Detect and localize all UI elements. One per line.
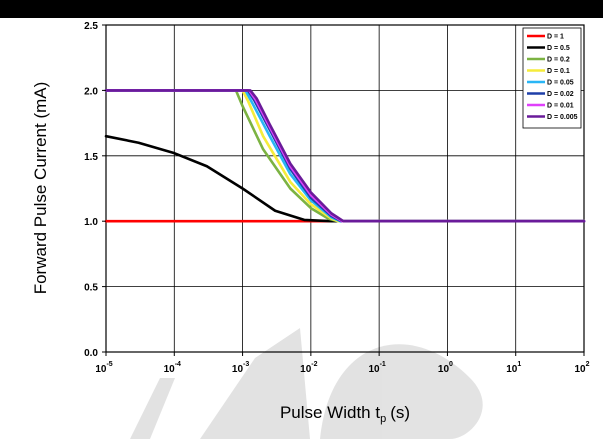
- x-tick-label: 10-3: [232, 361, 249, 375]
- x-tick-label: 10-1: [368, 361, 385, 375]
- y-tick-label: 1.5: [84, 152, 98, 163]
- x-tick-label: 10-5: [95, 361, 112, 375]
- x-tick-label: 10-4: [164, 361, 181, 375]
- series-layer: [104, 89, 586, 223]
- grid: [106, 25, 584, 352]
- y-tick-label: 2.5: [84, 21, 98, 32]
- plot-area: [105, 24, 585, 353]
- legend: D = 1 D = 0.5 D = 0.2 D = 0.1 D = 0.05 D = 0.…: [522, 27, 582, 129]
- legend-label: D = 1: [547, 34, 564, 41]
- legend-label: D = 0.5: [547, 45, 570, 52]
- y-axis-label: Forward Pulse Current (mA): [31, 82, 50, 295]
- y-tick-label: 0.0: [84, 348, 98, 359]
- legend-label: D = 0.02: [547, 91, 574, 98]
- legend-box: [522, 27, 582, 129]
- legend-label: D = 0.1: [547, 68, 570, 75]
- y-tick-label: 1.0: [84, 217, 98, 228]
- x-tick-label: 102: [574, 361, 589, 375]
- y-tick-label: 2.0: [84, 86, 98, 97]
- chart-svg: 10-5 10-4 10-3 10-2 10-1 100 101 102 0.0 0.5 1.0 1.…: [31, 21, 590, 439]
- ticks-layer: 10-5 10-4 10-3 10-2 10-1 100 101 102 0.0 0.5 1.0 1.…: [84, 21, 590, 375]
- x-tick-label: 10-2: [300, 361, 317, 375]
- chart-frame: 10-5 10-4 10-3 10-2 10-1 100 101 102 0.0 0.5 1.0 1.…: [0, 18, 603, 439]
- series-line: [104, 134, 586, 223]
- series-line: [104, 89, 586, 223]
- legend-label: D = 0.01: [547, 103, 574, 110]
- top-bar: [0, 0, 603, 18]
- watermark: [130, 328, 483, 439]
- legend-label: D = 0.05: [547, 80, 574, 87]
- x-tick-label: 100: [438, 361, 453, 375]
- y-tick-label: 0.5: [84, 283, 98, 294]
- x-tick-label: 101: [506, 361, 521, 375]
- legend-label: D = 0.2: [547, 57, 570, 64]
- legend-label: D = 0.005: [547, 114, 578, 121]
- x-axis-label: Pulse Width tp (s): [280, 403, 410, 425]
